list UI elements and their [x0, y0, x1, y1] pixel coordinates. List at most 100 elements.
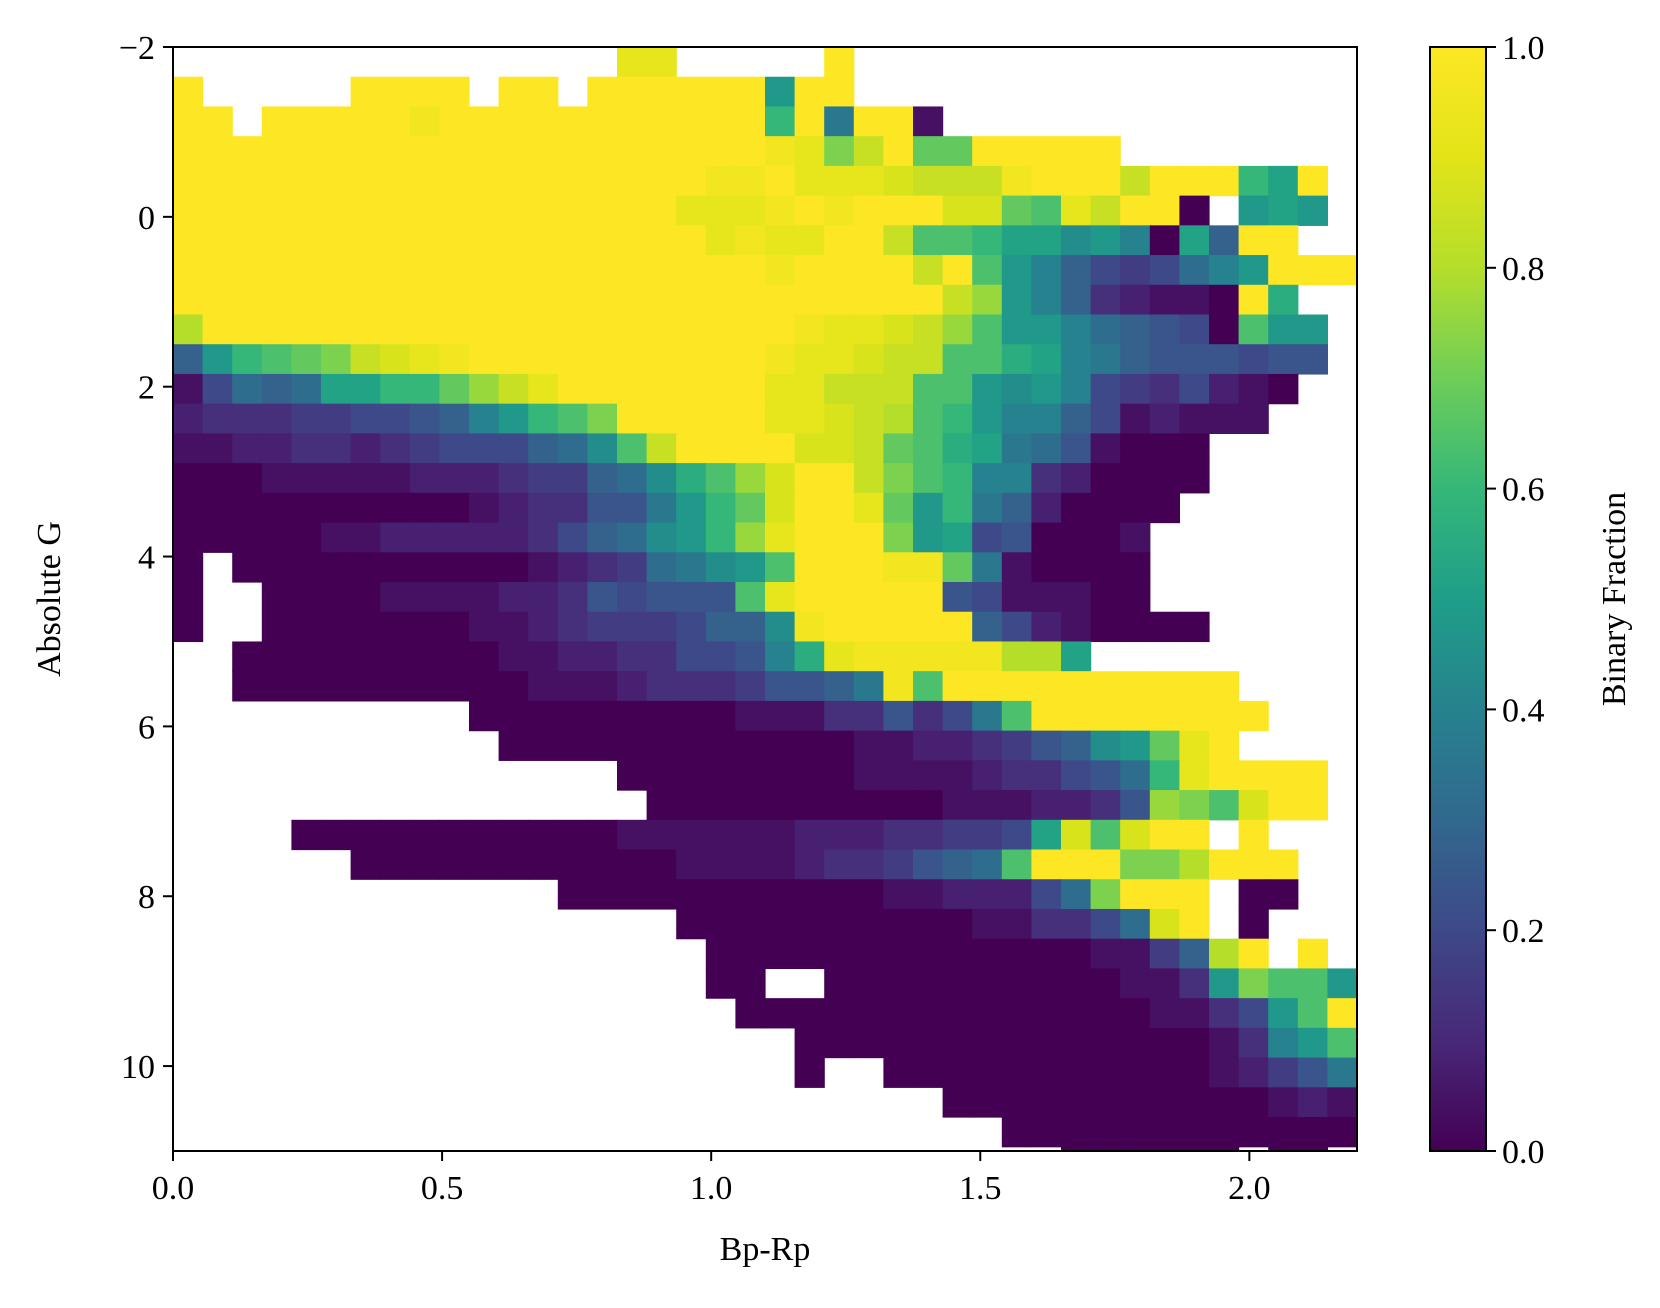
- heatmap-cell: [232, 552, 263, 583]
- heatmap-cell: [1031, 314, 1062, 345]
- heatmap-cell: [1120, 195, 1151, 226]
- heatmap-cell: [646, 819, 677, 851]
- heatmap-cell: [1120, 1027, 1151, 1059]
- heatmap-cell: [705, 225, 736, 256]
- heatmap-cell: [942, 790, 973, 821]
- heatmap-cell: [705, 522, 736, 553]
- heatmap-cell: [972, 314, 1003, 345]
- heatmap-cell: [1001, 403, 1032, 434]
- heatmap-cell: [1238, 908, 1269, 940]
- heatmap-cell: [1001, 433, 1032, 464]
- heatmap-cell: [498, 195, 529, 226]
- heatmap-cell: [232, 255, 263, 286]
- heatmap-cell: [853, 582, 884, 613]
- heatmap-cell: [1061, 433, 1092, 464]
- heatmap-cell: [942, 582, 973, 613]
- heatmap-cell: [1090, 136, 1121, 167]
- heatmap-cell: [350, 403, 381, 434]
- heatmap-cell: [1179, 849, 1210, 880]
- heatmap-cell: [735, 403, 766, 434]
- heatmap-cell: [232, 641, 263, 672]
- heatmap-cell: [409, 344, 440, 375]
- heatmap-cell: [705, 760, 736, 791]
- heatmap-cell: [1001, 1027, 1032, 1059]
- heatmap-cell: [1001, 760, 1032, 791]
- heatmap-cell: [439, 849, 470, 880]
- heatmap-cell: [942, 998, 973, 1029]
- heatmap-cell: [676, 284, 707, 316]
- heatmap-cell: [824, 492, 855, 524]
- heatmap-cell: [646, 463, 677, 494]
- heatmap-cell: [735, 998, 766, 1029]
- heatmap-cell: [1001, 641, 1032, 672]
- heatmap-cell: [1061, 344, 1092, 375]
- heatmap-cell: [380, 522, 411, 553]
- heatmap-cell: [942, 463, 973, 494]
- heatmap-cell: [439, 582, 470, 613]
- heatmap-cell: [765, 998, 796, 1029]
- heatmap-cell: [587, 730, 618, 761]
- heatmap-cell: [646, 492, 677, 524]
- heatmap-cell: [1031, 819, 1062, 851]
- heatmap-cell: [1090, 879, 1121, 910]
- x-tick-label: 0.0: [152, 1170, 195, 1207]
- colorbar-tick-label: 1.0: [1502, 30, 1545, 67]
- heatmap-cell: [794, 552, 825, 583]
- heatmap-cell: [824, 552, 855, 583]
- heatmap-cell: [1297, 760, 1328, 791]
- heatmap-cell: [1297, 195, 1328, 226]
- heatmap-cell: [439, 255, 470, 286]
- heatmap-cell: [913, 106, 944, 137]
- heatmap-cell: [794, 136, 825, 167]
- heatmap-cell: [1031, 165, 1062, 197]
- heatmap-cell: [350, 433, 381, 464]
- heatmap-cell: [291, 522, 322, 553]
- heatmap-cell: [1209, 255, 1240, 286]
- heatmap-cell: [291, 195, 322, 226]
- heatmap-cell: [735, 165, 766, 197]
- heatmap-cell: [765, 879, 796, 910]
- heatmap-cell: [1238, 700, 1269, 732]
- heatmap-cell: [587, 195, 618, 226]
- heatmap-cell: [350, 195, 381, 226]
- heatmap-cell: [1001, 136, 1032, 167]
- heatmap-cell: [321, 671, 352, 702]
- heatmap-cell: [528, 552, 559, 583]
- heatmap-cell: [676, 76, 707, 108]
- heatmap-cell: [705, 790, 736, 821]
- heatmap-cell: [380, 136, 411, 167]
- heatmap-cell: [824, 314, 855, 345]
- heatmap-cell: [646, 522, 677, 553]
- y-tick-label: 4: [138, 540, 155, 577]
- heatmap-cell: [913, 998, 944, 1029]
- heatmap-cell: [173, 433, 204, 464]
- heatmap-cell: [705, 433, 736, 464]
- heatmap-cell: [173, 373, 204, 405]
- heatmap-cell: [646, 314, 677, 345]
- heatmap-cell: [794, 433, 825, 464]
- heatmap-cell: [913, 879, 944, 910]
- heatmap-cell: [1061, 373, 1092, 405]
- heatmap-cell: [617, 106, 648, 137]
- heatmap-cell: [617, 819, 648, 851]
- heatmap-cell: [1120, 403, 1151, 434]
- heatmap-cell: [261, 641, 292, 672]
- heatmap-cell: [498, 225, 529, 256]
- heatmap-cell: [705, 908, 736, 940]
- heatmap-cell: [765, 641, 796, 672]
- heatmap-cell: [705, 671, 736, 702]
- heatmap-cell: [735, 641, 766, 672]
- heatmap-cell: [1297, 938, 1328, 970]
- heatmap-cell: [617, 403, 648, 434]
- heatmap-cell: [1090, 849, 1121, 880]
- heatmap-cell: [498, 433, 529, 464]
- heatmap-cell: [232, 225, 263, 256]
- heatmap-cell: [853, 790, 884, 821]
- heatmap-cell: [1090, 1146, 1121, 1152]
- heatmap-cell: [321, 819, 352, 851]
- x-tick-label: 2.0: [1228, 1170, 1271, 1207]
- heatmap-cell: [409, 582, 440, 613]
- heatmap-cell: [350, 819, 381, 851]
- heatmap-cell: [173, 136, 204, 167]
- heatmap-cell: [1179, 671, 1210, 702]
